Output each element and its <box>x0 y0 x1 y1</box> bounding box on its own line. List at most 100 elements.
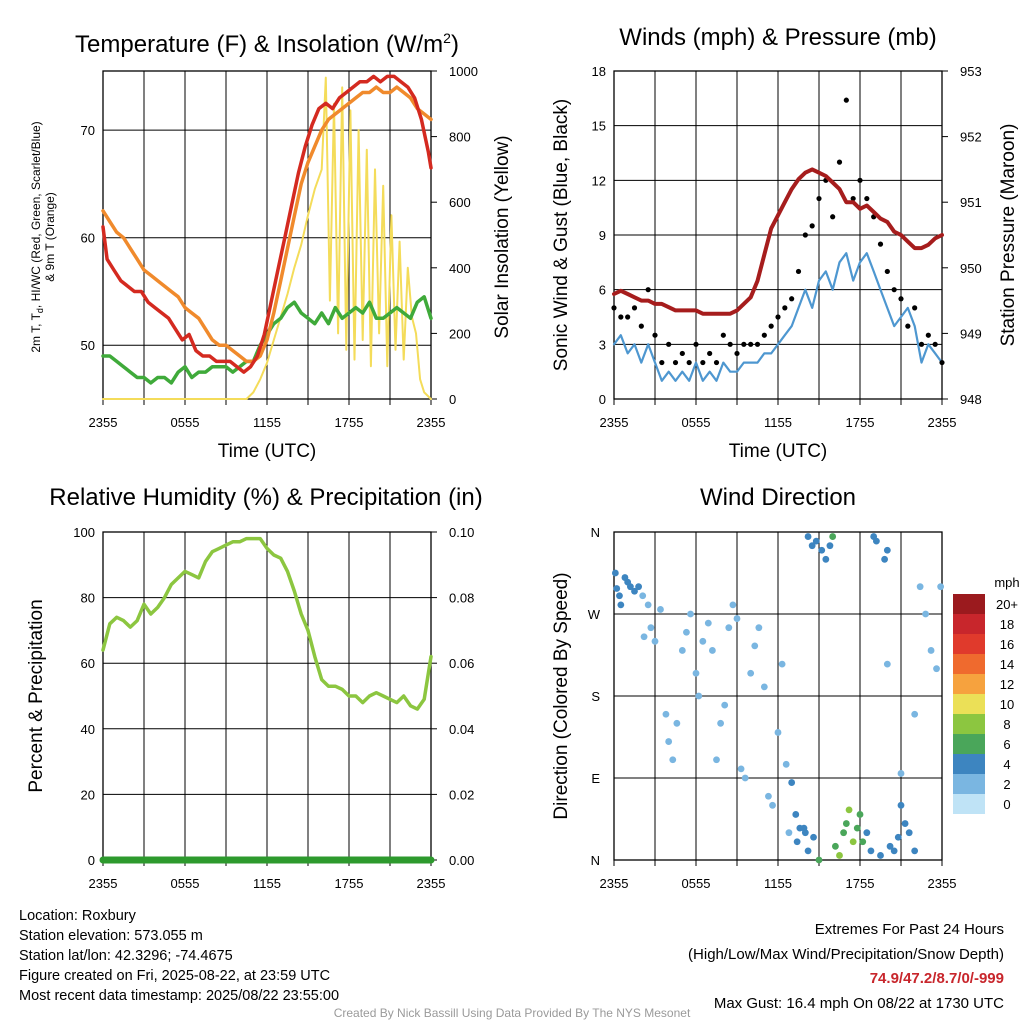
colorbar-swatch <box>953 774 985 794</box>
x-tick-label: 2355 <box>600 415 629 430</box>
y-right-tick-label: 200 <box>449 326 471 341</box>
speed-colorbar: mph 20+ 18 16 14 12 10 8 6 4 2 0 <box>953 575 1020 814</box>
gust-point <box>925 332 931 338</box>
y-right-tick-label: 400 <box>449 261 471 276</box>
y-right-tick-label: 800 <box>449 130 471 145</box>
recent-timestamp: Most recent data timestamp: 2025/08/22 2… <box>19 988 340 1004</box>
wind-direction-point <box>737 765 745 773</box>
temperature-ylabel-right: Solar Insolation (Yellow) <box>492 135 513 338</box>
colorbar-label: 12 <box>1000 677 1014 692</box>
winds-panel: Winds (mph) & Pressure (mb) Time (UTC) S… <box>551 24 1019 462</box>
wind-direction-point <box>881 555 888 563</box>
x-tick-label: 0555 <box>682 876 711 891</box>
wind-direction-point <box>818 546 826 554</box>
y-tick-label: 3 <box>599 337 606 352</box>
wind-direction-point <box>683 628 690 636</box>
wind-direction-point <box>778 660 786 668</box>
gust-point <box>877 241 884 247</box>
gust-point <box>666 341 672 347</box>
wind-direction-point <box>651 637 659 645</box>
y-tick-label: 80 <box>81 591 95 606</box>
wind-direction-point <box>886 842 894 850</box>
y-tick-label: 6 <box>599 283 606 298</box>
colorbar-swatch <box>953 794 985 814</box>
colorbar-swatch <box>953 734 985 754</box>
colorbar-swatch <box>953 594 985 614</box>
gust-point <box>795 268 802 275</box>
x-tick-label: 2355 <box>928 876 957 891</box>
wind-direction-point <box>800 824 808 832</box>
y-right-tick-label: 0.04 <box>449 722 474 737</box>
wind-direction-point <box>647 624 655 632</box>
wind-direction-point <box>883 660 891 668</box>
y-tick-label: 100 <box>73 525 95 540</box>
wind-direction-point <box>894 833 902 841</box>
y-right-tick-label: 948 <box>960 392 982 407</box>
wind-direction-point <box>826 542 834 550</box>
y-tick-label: 12 <box>592 173 606 188</box>
colorbar-label: 8 <box>1003 717 1010 732</box>
gust-point <box>830 214 836 220</box>
colorbar-swatch <box>953 614 985 634</box>
colorbar-label: 16 <box>1000 637 1014 652</box>
wind-direction-point <box>665 738 673 745</box>
winds-ylabel-right: Station Pressure (Maroon) <box>998 124 1019 347</box>
gust-point <box>761 332 767 338</box>
wind-direction-point <box>613 585 621 592</box>
figure-created: Figure created on Fri, 2025-08-22, at 23… <box>19 968 331 984</box>
y-right-tick-label: 600 <box>449 195 471 210</box>
humidity-ylabel-left: Percent & Precipitation <box>26 599 47 792</box>
extremes-title: Extremes For Past 24 Hours <box>814 921 1004 938</box>
svg-text:2m T, Td, HI/WC (Red, Green, S: 2m T, Td, HI/WC (Red, Green, Scarlet/Blu… <box>29 121 45 352</box>
wind-direction-point <box>933 665 940 673</box>
y-tick-label: 0 <box>599 392 606 407</box>
wind-direction-point <box>785 829 793 837</box>
y-right-tick-label: 0.08 <box>449 591 474 606</box>
y-right-tick-label: 0.06 <box>449 656 474 671</box>
gust-point <box>686 359 692 366</box>
x-tick-label: 2355 <box>600 876 629 891</box>
winds-panel-title: Winds (mph) & Pressure (mb) <box>619 24 936 51</box>
wind-direction-point <box>804 533 812 540</box>
wind-direction-point <box>810 833 817 841</box>
wind-direction-point <box>699 637 707 645</box>
colorbar-label: 0 <box>1003 797 1010 812</box>
gust-point <box>625 314 631 320</box>
wind-direction-point <box>657 606 664 613</box>
gust-point <box>734 350 740 357</box>
station-info: Location: Roxbury Station elevation: 573… <box>19 906 339 1006</box>
x-tick-label: 2355 <box>417 876 446 891</box>
wind-direction-point <box>695 692 703 700</box>
wind-direction-point <box>822 555 830 563</box>
y-right-tick-label: 949 <box>960 326 982 341</box>
solar-insolation-line <box>102 76 432 400</box>
credit-line: Created By Nick Bassill Using Data Provi… <box>333 1006 691 1020</box>
wind-direction-point <box>812 537 820 545</box>
wind-direction-point <box>853 824 861 832</box>
wind-direction-point <box>897 770 905 777</box>
wind-direction-point <box>937 583 945 591</box>
direction-panel: Wind Direction Direction (Colored By Spe… <box>551 484 956 891</box>
y-tick-label: 15 <box>592 119 606 134</box>
gust-point <box>659 359 665 366</box>
wind-direction-point <box>687 610 694 618</box>
wind-direction-point <box>867 847 875 855</box>
colorbar-swatch <box>953 714 985 734</box>
svg-text:& 9m T (Orange): & 9m T (Orange) <box>43 192 57 282</box>
wind-direction-point <box>760 683 768 691</box>
wind-direction-point <box>856 811 864 818</box>
max-gust: Max Gust: 16.4 mph On 08/22 at 1730 UTC <box>713 994 1004 1012</box>
gust-point <box>611 305 617 311</box>
wind-direction-point <box>725 624 733 632</box>
gust-point <box>693 341 699 347</box>
wind-direction-point <box>840 829 847 837</box>
gust-point <box>809 223 815 229</box>
gust-point <box>652 332 658 338</box>
gust-point <box>850 195 856 202</box>
wind-direction-point <box>704 619 712 627</box>
wind-direction-point <box>692 669 700 677</box>
gust-point <box>720 332 726 338</box>
colorbar-label: 18 <box>1000 617 1014 632</box>
station-latlon: Station lat/lon: 42.3296; -74.4675 <box>19 948 233 964</box>
gust-point <box>713 359 720 366</box>
